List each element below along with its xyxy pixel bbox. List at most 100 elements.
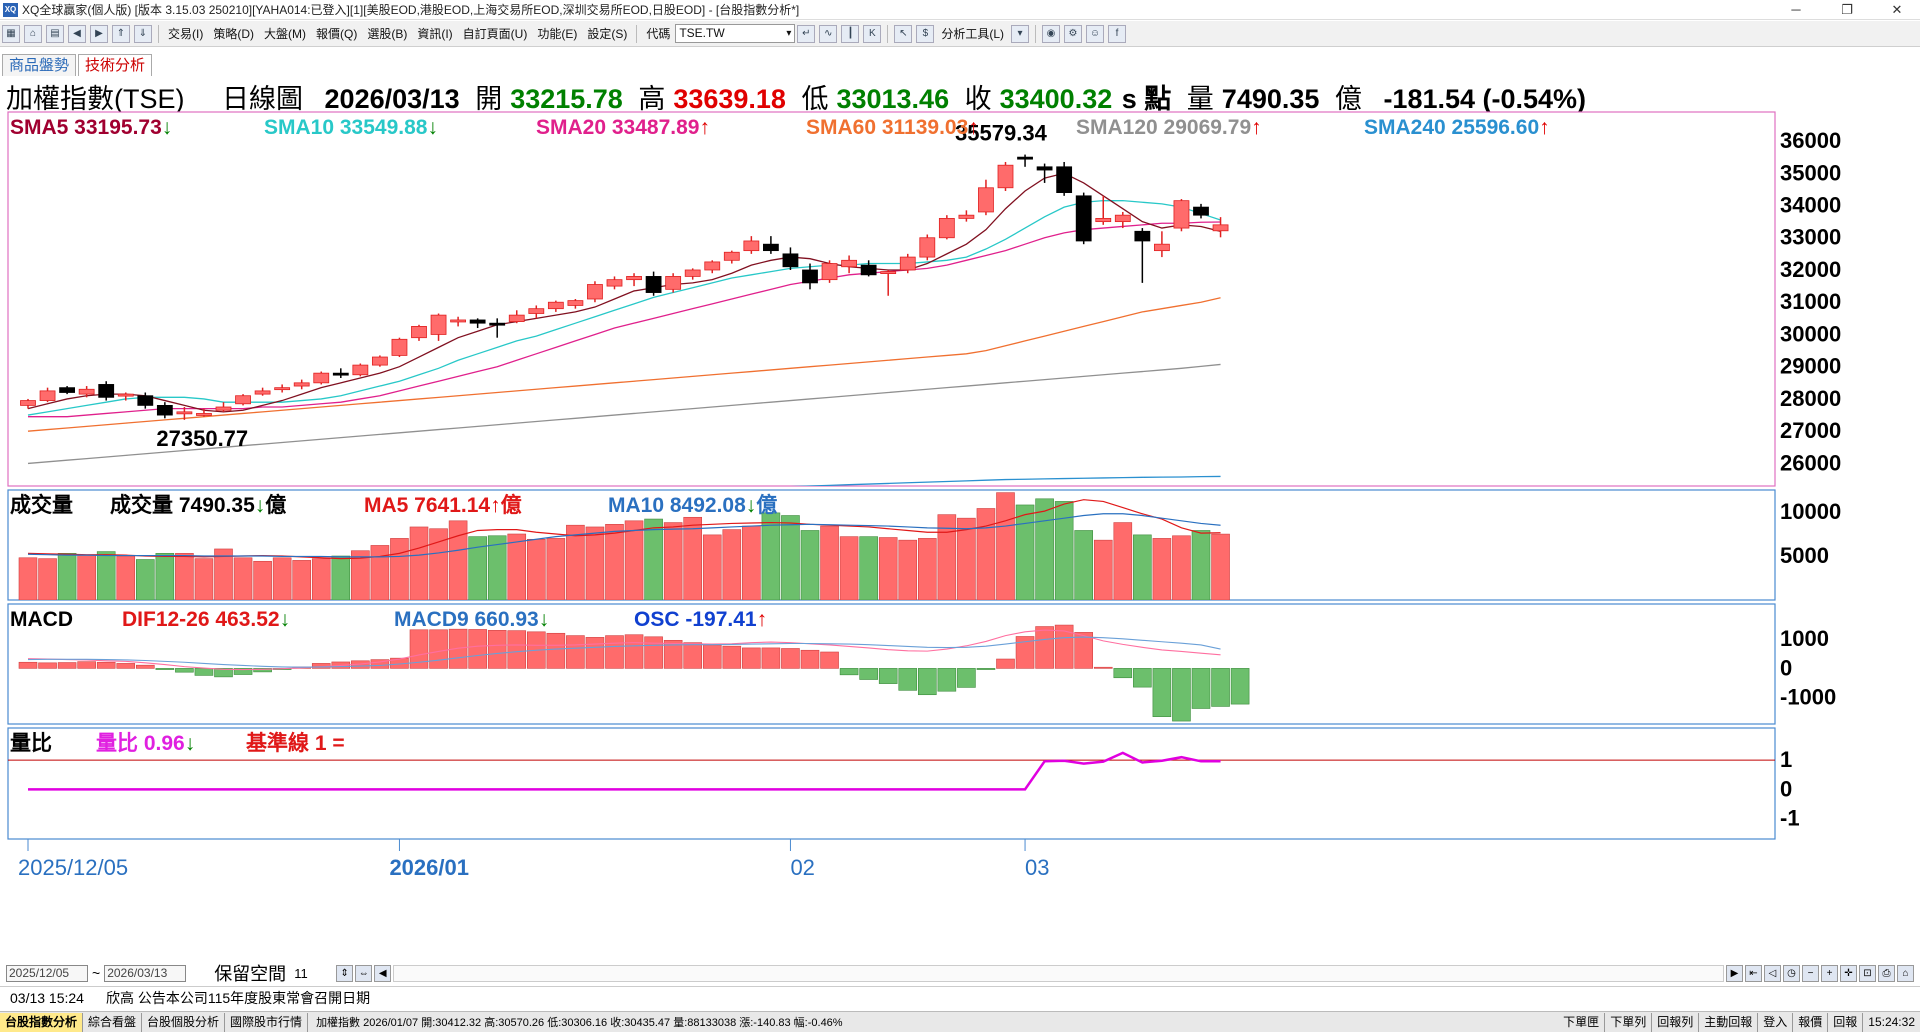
reserve-space-value[interactable]: 11 <box>294 965 308 981</box>
peak-label: 35579.34 <box>955 121 1048 146</box>
volume-bar <box>253 560 272 600</box>
facebook-icon[interactable]: f <box>1108 24 1127 43</box>
bottom-tab-stock-analysis[interactable]: 台股個股分析 <box>142 1012 226 1032</box>
menu-item-8[interactable]: 設定(S) <box>587 26 628 41</box>
osc-bar <box>136 664 155 669</box>
candle-body <box>723 251 740 261</box>
menu-item-3[interactable]: 報價(Q) <box>316 26 358 41</box>
candle-body <box>1154 243 1170 252</box>
home-icon[interactable]: ⌂ <box>24 24 42 43</box>
spin-icon[interactable]: ⇕ <box>336 964 354 982</box>
fit-icon[interactable]: ⊡ <box>1859 964 1876 982</box>
quote-info: 加權指數(TSE) 日線圖 2026/03/13 開 33215.78 高 3363… <box>6 77 1594 114</box>
menu-item-2[interactable]: 大盤(M) <box>264 26 306 41</box>
minimize-button[interactable]: ─ <box>1791 2 1801 17</box>
forward-arrow-icon[interactable]: ▶ <box>90 24 108 43</box>
print-icon[interactable]: ⎙ <box>1878 964 1895 982</box>
volume-bar <box>996 492 1015 600</box>
volume-bar <box>742 525 761 600</box>
record-icon[interactable]: ◉ <box>1042 24 1061 43</box>
start-date-input[interactable]: 2025/12/05 <box>6 964 88 982</box>
bottom-tab-overview[interactable]: 綜合看盤 <box>83 1012 143 1032</box>
y-tick-macd: 1000 <box>1780 626 1829 651</box>
code-input[interactable]: TSE.TW <box>675 24 796 43</box>
auto-report-button[interactable]: 主動回報 <box>1699 1012 1759 1032</box>
candle-body <box>743 240 760 252</box>
technical-chart[interactable]: 26000 27000 28000 29000 30000 31000 32000 33000… <box>0 108 1920 962</box>
grid-icon[interactable]: ▦ <box>2 24 20 43</box>
candle-body <box>899 256 916 271</box>
tab-market[interactable]: 商品盤勢 <box>2 54 77 76</box>
bottom-tab-index-analysis[interactable]: 台股指數分析 <box>0 1012 84 1032</box>
price-pane <box>7 111 1776 487</box>
candle-body <box>391 338 408 356</box>
document-icon[interactable]: ▤ <box>46 24 64 43</box>
volume-bar <box>448 520 468 600</box>
close-button[interactable]: ✕ <box>1891 2 1903 17</box>
scrollbar[interactable] <box>393 964 1724 982</box>
report-bar-button[interactable]: 回報列 <box>1652 1012 1700 1032</box>
osc-bar <box>409 629 429 669</box>
analysis-tool-menu[interactable]: 分析工具(L) <box>941 26 1005 41</box>
user-icon[interactable]: ☺ <box>1086 24 1105 43</box>
volume-bar <box>1054 501 1074 600</box>
expand-icon[interactable]: ⇔ <box>355 964 373 982</box>
lock-icon[interactable]: ⌂ <box>1897 964 1914 982</box>
clock-icon[interactable]: ◷ <box>1783 964 1800 982</box>
login-button[interactable]: 登入 <box>1758 1012 1794 1032</box>
menu-item-1[interactable]: 策略(D) <box>213 26 254 41</box>
menu-item-6[interactable]: 自訂頁面(U) <box>462 26 528 41</box>
window-title: XQ全球贏家(個人版) [版本 3.15.03 250210][YAHA014:… <box>22 3 800 17</box>
osc-bar <box>429 629 448 669</box>
previous-icon[interactable]: ◁ <box>1764 964 1781 982</box>
dollar-icon[interactable]: $ <box>916 24 935 43</box>
quote-button[interactable]: 報價 <box>1793 1012 1829 1032</box>
k-icon[interactable]: K <box>863 24 882 43</box>
enter-icon[interactable]: ↵ <box>797 24 816 43</box>
osc-bar <box>1133 668 1152 688</box>
crosshair-icon[interactable]: ✛ <box>1840 964 1857 982</box>
candlestick-icon[interactable]: ┃ <box>841 24 860 43</box>
volume-bar <box>839 536 859 600</box>
order-box-button[interactable]: 下單匣 <box>1558 1012 1606 1032</box>
back-arrow-icon[interactable]: ◀ <box>68 24 86 43</box>
x-tick-label: 2025/12/05 <box>18 855 128 880</box>
tab-technical-analysis[interactable]: 技術分析 <box>78 54 153 76</box>
chevron-down-icon[interactable]: ▾ <box>1011 24 1030 43</box>
cursor-icon[interactable]: ↖ <box>894 24 913 43</box>
menu-item-4[interactable]: 選股(B) <box>367 26 408 41</box>
volume-bar <box>937 514 957 600</box>
status-news[interactable]: 欣高 公告本公司115年度股東常會召開日期 <box>105 989 371 1006</box>
maximize-button[interactable]: ❐ <box>1841 2 1853 17</box>
y-tick-price: 36000 <box>1780 128 1841 153</box>
menu-item-7[interactable]: 功能(E) <box>537 26 578 41</box>
scroll-right-icon[interactable]: ▶ <box>1726 964 1743 982</box>
first-icon[interactable]: ⇤ <box>1745 964 1762 982</box>
report-button[interactable]: 回報 <box>1828 1012 1864 1032</box>
candle-body <box>802 269 818 284</box>
settings-icon[interactable]: ⚙ <box>1064 24 1083 43</box>
high-label: 高 <box>638 84 666 114</box>
double-up-icon[interactable]: ⇑ <box>112 24 130 43</box>
bottom-tab-global-markets[interactable]: 國際股市行情 <box>225 1012 309 1032</box>
close-label: 收 <box>964 84 992 114</box>
order-bar-button[interactable]: 下單列 <box>1605 1012 1653 1032</box>
volume-bar <box>155 553 175 600</box>
app-logo-icon: XQ <box>3 3 18 17</box>
menu-item-0[interactable]: 交易(I) <box>168 26 204 41</box>
menu-item-5[interactable]: 資訊(I) <box>417 26 453 41</box>
osc-bar <box>77 661 96 669</box>
candle-body <box>332 372 349 376</box>
zoom-out-icon[interactable]: − <box>1802 964 1819 982</box>
candle-body <box>215 406 232 411</box>
candle-body <box>821 263 838 281</box>
zoom-in-icon[interactable]: + <box>1821 964 1838 982</box>
end-date-input[interactable]: 2026/03/13 <box>104 964 187 982</box>
double-down-icon[interactable]: ⇓ <box>134 24 152 43</box>
legend-item: SMA120 29069.79↑ <box>1076 116 1262 139</box>
candle-body <box>919 237 936 258</box>
scroll-left-icon[interactable]: ◀ <box>374 964 392 982</box>
chart-icon[interactable]: ∿ <box>819 24 838 43</box>
osc-bar <box>585 637 605 669</box>
osc-bar <box>722 645 742 669</box>
